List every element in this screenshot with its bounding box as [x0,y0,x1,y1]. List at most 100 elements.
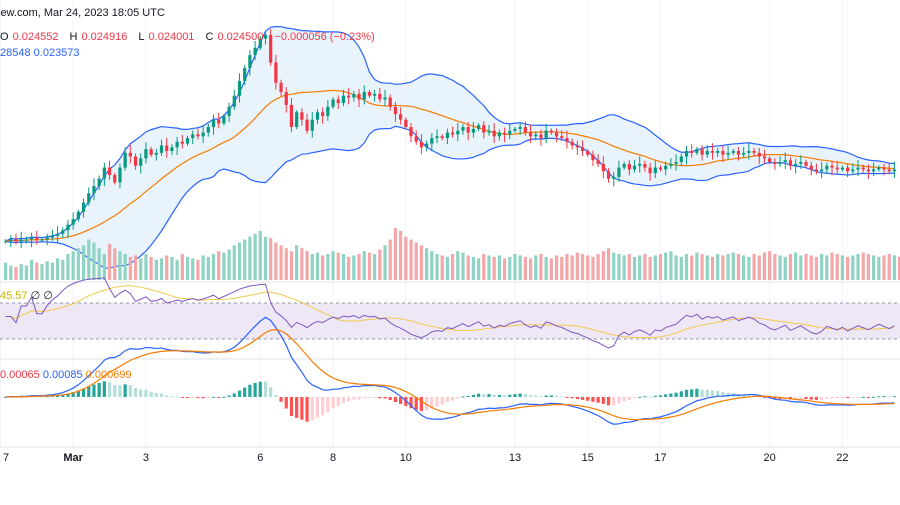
macd-histogram-bar [840,396,845,398]
candle-body [217,119,221,124]
volume-bar [471,256,476,280]
volume-bar [201,255,205,280]
candle-body [419,141,424,148]
macd-histogram-bar [206,396,210,398]
x-tick-label: 17 [654,452,667,464]
candle-body [591,154,595,161]
volume-bar [721,255,725,280]
macd-histogram-bar [835,396,839,399]
candle-body [61,230,65,234]
volume-bar [752,254,756,280]
candle-body [378,93,382,100]
volume-bar [310,254,314,280]
candle-body [627,163,631,170]
macd-histogram-bar [809,396,813,400]
candle-body [684,151,689,157]
volume-bar [274,242,278,280]
candles[interactable] [3,29,897,249]
volume-bar [513,254,517,280]
volume-bar [674,255,678,280]
candle-body [695,149,699,153]
volume-bar [632,256,637,280]
macd-histogram-bar [742,394,746,397]
volume-bar [149,256,153,280]
candle-body [658,167,663,170]
volume-bar [55,258,60,280]
macd-histogram-bar [716,391,720,397]
volume-bar [482,254,486,280]
volume-bar [814,256,819,280]
volume-bar [123,254,127,280]
candle-body [705,151,709,155]
volume-bar [768,251,772,280]
macd-histogram-bar [310,396,314,421]
volume-bar [700,254,704,280]
volume-bar [300,248,304,280]
volume-bar [820,254,824,280]
volume-bar [757,255,761,280]
volume-bar [430,251,434,280]
volume-bar [440,255,444,280]
candle-body [461,127,465,131]
volume-bar [139,258,143,280]
macd-histogram-bar [700,389,704,397]
volume-bar [341,254,346,280]
macd-histogram-bar [492,394,496,397]
candle-body [414,136,418,142]
candle-body [752,151,756,153]
macd-histogram-bar [528,395,533,397]
macd-legend: 0.00065 0.00085 0.000699 [0,369,132,381]
candle-body [66,224,70,231]
volume-bar [601,251,605,280]
macd-histogram-bar [435,396,439,407]
volume-bar [92,242,96,280]
macd-histogram-bar [243,387,247,397]
macd-histogram-bar [466,395,470,397]
bb-fill [5,26,895,269]
candle-body [227,106,231,116]
candle-body [373,93,377,96]
candle-body [222,115,226,124]
volume-bar [617,254,621,280]
candle-body [352,93,356,98]
macd-histogram-bar [326,396,330,413]
candle-body [606,171,611,179]
volume-bar [508,256,512,280]
candle-body [269,34,273,63]
macd-histogram-bar [107,382,112,397]
ohlc-change: −0.000056 (−0.23%) [274,31,375,43]
candle-body [497,132,501,137]
volume-bar [762,252,767,280]
candle-body [866,169,871,172]
volume-bar [3,262,8,280]
macd-histogram-bar [378,396,382,399]
candle-body [232,95,236,107]
macd-line [5,316,895,425]
bollinger-bands [5,25,895,269]
macd-histogram-bar [648,396,652,398]
volume-bar [887,254,891,280]
macd-histogram-bar [367,396,372,398]
candle-body [336,99,340,104]
macd-histogram-bar [113,385,117,397]
candle-body [305,119,309,131]
volume-bar [253,233,257,280]
macd-histogram-bar [92,384,96,397]
macd-histogram-bar [721,392,725,397]
macd-histogram-bar [336,396,340,406]
volume-bar [305,251,309,280]
candle-body [773,162,777,164]
macd-histogram-bar [523,394,527,397]
macd-hist-value: 0.00065 [0,369,40,381]
volume-bar [726,254,730,280]
candle-body [747,151,751,153]
volume-bar [409,239,413,280]
macd-histogram-bar [539,396,543,398]
macd-histogram-bar [638,396,642,398]
candle-body [237,80,242,96]
volume-bar [336,252,340,280]
volume-bar [315,252,320,280]
macd-histogram-bar [393,396,398,403]
